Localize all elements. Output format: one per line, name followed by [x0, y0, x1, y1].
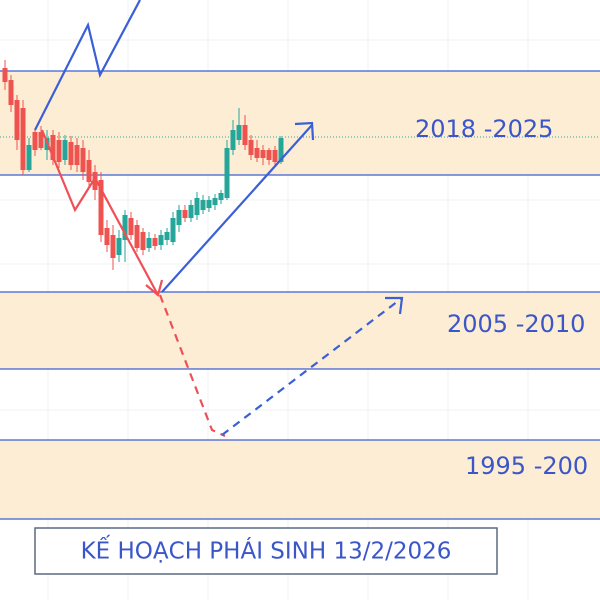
candle-body	[140, 232, 146, 250]
candle-body	[98, 180, 104, 235]
candle-body	[260, 150, 266, 158]
candle-body	[86, 160, 92, 182]
candle-body	[206, 200, 212, 208]
candle-body	[38, 132, 44, 148]
candle-body	[20, 108, 26, 170]
candle-body	[104, 228, 110, 245]
candle-body	[176, 210, 182, 225]
candle-body	[110, 235, 116, 258]
zone-label: 2018 -2025	[415, 115, 553, 143]
candle-body	[50, 135, 56, 160]
candle-body	[224, 148, 230, 198]
candle-body	[62, 140, 68, 160]
candle-body	[56, 140, 62, 162]
candle-body	[248, 140, 254, 155]
candle-body	[146, 238, 152, 248]
candle-body	[278, 138, 284, 162]
candle-body	[92, 172, 98, 190]
candle-body	[164, 232, 170, 240]
candle-body	[80, 148, 86, 172]
candle-body	[122, 215, 128, 240]
candle-body	[170, 218, 176, 242]
candle-body	[152, 238, 158, 246]
drawings	[34, 0, 404, 437]
candle-body	[26, 145, 32, 170]
candle-body	[116, 238, 122, 255]
candle-body	[266, 150, 272, 160]
zone-label: 2005 -2010	[447, 310, 585, 338]
candle-body	[74, 145, 80, 165]
candle-body	[128, 218, 134, 235]
candle-body	[68, 142, 74, 165]
candles	[2, 60, 284, 270]
candle-body	[188, 205, 194, 218]
zone-label: 1995 -200	[465, 452, 588, 480]
candle-body	[158, 235, 164, 245]
candle-body	[182, 210, 188, 218]
candle-body	[272, 150, 278, 162]
candle-body	[8, 80, 14, 105]
candle-body	[230, 130, 236, 150]
candle-body	[254, 148, 260, 158]
candle-body	[236, 125, 242, 140]
candle-body	[32, 132, 38, 150]
candle-body	[2, 68, 8, 82]
title-box	[34, 527, 498, 575]
title: KẾ HOẠCH PHÁI SINH 13/2/2026	[81, 535, 452, 565]
candle-body	[14, 100, 20, 140]
candle-body	[194, 198, 200, 215]
candle-body	[134, 225, 140, 248]
candle-body	[212, 198, 218, 205]
candle-body	[218, 193, 224, 200]
candle-body	[200, 200, 206, 210]
candle-body	[242, 125, 248, 145]
